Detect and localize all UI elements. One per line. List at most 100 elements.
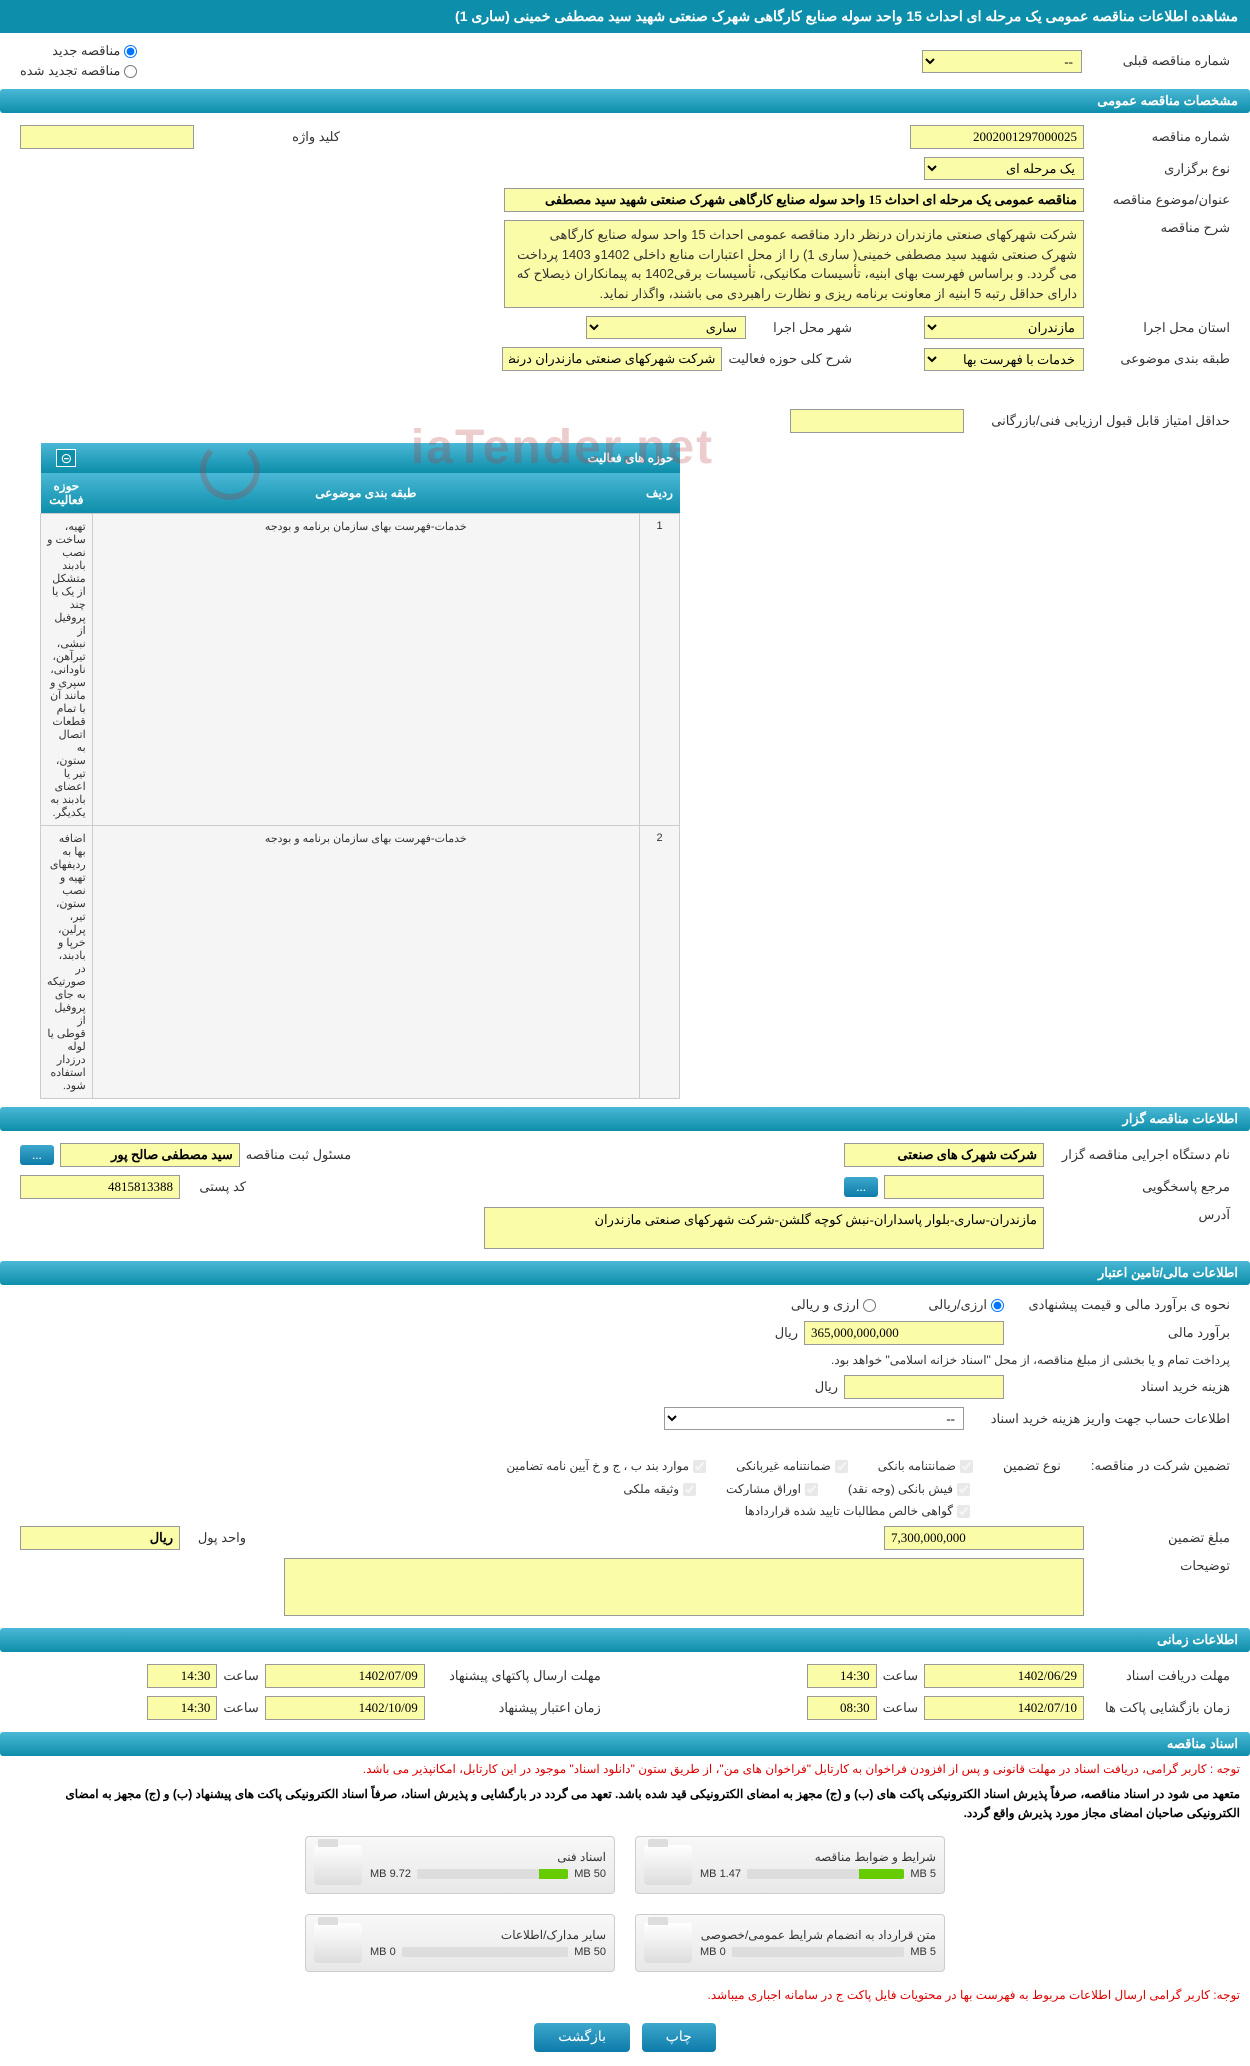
- chk-receivables[interactable]: گواهی خالص مطالبات تایید شده قراردادها: [745, 1504, 970, 1518]
- title-label: عنوان/موضوع مناقصه: [1090, 192, 1230, 208]
- doc-title: اسناد فنی: [370, 1850, 606, 1864]
- estimate-input[interactable]: [804, 1321, 1004, 1345]
- postal-label: کد پستی: [186, 1179, 246, 1195]
- print-button[interactable]: چاپ: [642, 2023, 716, 2052]
- accountable-more-button[interactable]: ...: [844, 1177, 878, 1197]
- folder-icon: [314, 1845, 362, 1885]
- radio-both[interactable]: ارزی و ریالی: [791, 1297, 877, 1313]
- treasury-note: پرداخت تمام و یا بخشی از مبلغ مناقصه، از…: [20, 1349, 1230, 1371]
- open-time-input[interactable]: [807, 1696, 877, 1720]
- receive-time-label: ساعت: [883, 1668, 918, 1684]
- unit-rial-1: ریال: [775, 1325, 798, 1341]
- cell-scope: تهیه، ساخت و نصب بادبند متشکل از یک یا چ…: [41, 514, 93, 826]
- activities-table: حوزه های فعالیت ⊝ ردیف طبقه بندی موضوعی …: [40, 443, 680, 1099]
- reg-resp-label: مسئول ثبت مناقصه: [246, 1147, 351, 1163]
- doc-purchase-input[interactable]: [844, 1375, 1004, 1399]
- doc-title: شرایط و ضوابط مناقصه: [700, 1850, 936, 1864]
- doc-total: 5 MB: [910, 1868, 936, 1880]
- notes-label: توضیحات: [1090, 1558, 1230, 1574]
- th-scope: حوزه فعالیت: [41, 473, 93, 514]
- activities-title: حوزه های فعالیت: [92, 443, 679, 473]
- th-row: ردیف: [640, 473, 680, 514]
- class-select[interactable]: خدمات با فهرست بها: [924, 348, 1084, 371]
- packet-send-time-input[interactable]: [147, 1664, 217, 1688]
- table-row: 2 خدمات-فهرست بهای سازمان برنامه و بودجه…: [41, 826, 680, 1099]
- title-input[interactable]: [504, 188, 1084, 212]
- radio-renewed-input[interactable]: [124, 65, 137, 78]
- progress-bar: [747, 1869, 904, 1879]
- account-info-select[interactable]: --: [664, 1407, 964, 1430]
- chk-nonbank[interactable]: ضمانتنامه غیربانکی: [736, 1459, 848, 1473]
- packet-send-date-input[interactable]: [265, 1664, 425, 1688]
- receive-date-input[interactable]: [924, 1664, 1084, 1688]
- keyword-label: کلید واژه: [200, 129, 340, 145]
- radio-new-label: مناقصه جدید: [52, 43, 120, 59]
- radio-renewed-label: مناقصه تجدید شده: [20, 63, 120, 79]
- radio-new-tender[interactable]: مناقصه جدید: [20, 43, 137, 59]
- guarantee-amount-input[interactable]: [884, 1526, 1084, 1550]
- min-score-input[interactable]: [790, 409, 964, 433]
- section-time-header: اطلاعات زمانی: [0, 1628, 1250, 1652]
- doc-total: 5 MB: [910, 1946, 936, 1958]
- province-select[interactable]: مازندران: [924, 316, 1084, 339]
- cell-scope: اضافه بها به ردیفهای تهیه و نصب ستون، تی…: [41, 826, 93, 1099]
- unit-label: واحد پول: [186, 1530, 246, 1546]
- validity-time-input[interactable]: [147, 1696, 217, 1720]
- keyword-input[interactable]: [20, 125, 194, 149]
- open-date-input[interactable]: [924, 1696, 1084, 1720]
- org-input[interactable]: [844, 1143, 1044, 1167]
- reg-resp-input[interactable]: [60, 1143, 240, 1167]
- radio-rial[interactable]: ارزی/ریالی: [928, 1297, 1004, 1313]
- open-label: زمان بازگشایی پاکت ها: [1090, 1700, 1230, 1716]
- progress-bar: [417, 1869, 568, 1879]
- validity-date-input[interactable]: [265, 1696, 425, 1720]
- chk-bank[interactable]: ضمانتنامه بانکی: [878, 1459, 973, 1473]
- desc-textarea[interactable]: شرکت شهرکهای صنعتی مازندران درنظر دارد م…: [504, 220, 1084, 308]
- doc-card[interactable]: سایر مدارک/اطلاعات 50 MB 0 MB: [305, 1914, 615, 1972]
- doc-title: سایر مدارک/اطلاعات: [370, 1928, 606, 1942]
- doc-total: 50 MB: [574, 1868, 606, 1880]
- desc-label: شرح مناقصه: [1090, 220, 1230, 236]
- doc-card[interactable]: شرایط و ضوابط مناقصه 5 MB 1.47 MB: [635, 1836, 945, 1894]
- docs-final-note: توجه: کاربر گرامی ارسال اطلاعات مربوط به…: [0, 1982, 1250, 2009]
- receive-deadline-label: مهلت دریافت اسناد: [1090, 1668, 1230, 1684]
- cell-class: خدمات-فهرست بهای سازمان برنامه و بودجه: [92, 514, 639, 826]
- account-info-label: اطلاعات حساب جهت واریز هزینه خرید اسناد: [970, 1411, 1230, 1427]
- expand-button[interactable]: ⊝: [56, 449, 76, 467]
- chk-property[interactable]: وثیقه ملکی: [623, 1482, 696, 1496]
- city-select[interactable]: ساری: [586, 316, 746, 339]
- section-general-header: مشخصات مناقصه عمومی: [0, 89, 1250, 113]
- notes-textarea[interactable]: [284, 1558, 1084, 1616]
- receive-time-input[interactable]: [807, 1664, 877, 1688]
- radio-renewed-tender[interactable]: مناقصه تجدید شده: [20, 63, 137, 79]
- prev-tender-select[interactable]: --: [922, 50, 1082, 73]
- accountable-input[interactable]: [884, 1175, 1044, 1199]
- validity-label: زمان اعتبار پیشنهاد: [431, 1700, 601, 1716]
- back-button[interactable]: بازگشت: [534, 2023, 630, 2052]
- cell-class: خدمات-فهرست بهای سازمان برنامه و بودجه: [92, 826, 639, 1099]
- address-textarea[interactable]: مازندران-ساری-بلوار پاسداران-نبش کوچه گل…: [484, 1207, 1044, 1249]
- doc-card[interactable]: اسناد فنی 50 MB 9.72 MB: [305, 1836, 615, 1894]
- section-owner-header: اطلاعات مناقصه گزار: [0, 1107, 1250, 1131]
- th-class: طبقه بندی موضوعی: [92, 473, 639, 514]
- radio-new-input[interactable]: [124, 45, 137, 58]
- province-label: استان محل اجرا: [1090, 320, 1230, 336]
- unit-input[interactable]: [20, 1526, 180, 1550]
- chk-cases[interactable]: موارد بند ب ، ج و خ آیین نامه تضامین: [506, 1459, 706, 1473]
- postal-input[interactable]: [20, 1175, 180, 1199]
- tender-no-input[interactable]: [910, 125, 1084, 149]
- chk-fish[interactable]: فیش بانکی (وجه نقد): [848, 1482, 970, 1496]
- reg-resp-more-button[interactable]: ...: [20, 1145, 54, 1165]
- scope-desc-input[interactable]: [502, 347, 722, 371]
- section-docs-header: اسناد مناقصه: [0, 1732, 1250, 1756]
- cell-n: 1: [640, 514, 680, 826]
- section-financial-header: اطلاعات مالی/تامین اعتبار: [0, 1261, 1250, 1285]
- chk-papers[interactable]: اوراق مشارکت: [726, 1482, 818, 1496]
- hold-type-label: نوع برگزاری: [1090, 161, 1230, 177]
- unit-rial-2: ریال: [815, 1379, 838, 1395]
- doc-card[interactable]: متن قرارداد به انضمام شرایط عمومی/خصوصی …: [635, 1914, 945, 1972]
- hold-type-select[interactable]: یک مرحله ای: [924, 157, 1084, 180]
- progress-bar: [402, 1947, 569, 1957]
- page-title: مشاهده اطلاعات مناقصه عمومی یک مرحله ای …: [0, 0, 1250, 33]
- doc-purchase-label: هزینه خرید اسناد: [1010, 1379, 1230, 1395]
